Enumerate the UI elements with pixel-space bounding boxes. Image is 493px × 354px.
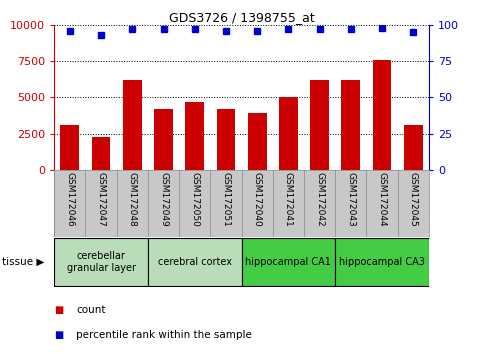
Bar [54, 238, 148, 286]
Bar [279, 97, 298, 170]
Bar [248, 113, 267, 170]
Bar [154, 109, 173, 170]
Text: cerebral cortex: cerebral cortex [158, 257, 232, 267]
Bar [373, 59, 391, 170]
Text: cerebellar
granular layer: cerebellar granular layer [67, 251, 136, 273]
Text: hippocampal CA3: hippocampal CA3 [339, 257, 425, 267]
Bar [185, 102, 204, 170]
Text: GSM172050: GSM172050 [190, 172, 199, 227]
Text: GSM172041: GSM172041 [284, 172, 293, 227]
Bar [61, 125, 79, 170]
Text: GSM172040: GSM172040 [253, 172, 262, 227]
Text: percentile rank within the sample: percentile rank within the sample [76, 330, 252, 339]
Text: GSM172043: GSM172043 [347, 172, 355, 227]
Text: GSM172042: GSM172042 [315, 172, 324, 227]
Bar [335, 238, 429, 286]
Text: tissue ▶: tissue ▶ [2, 257, 45, 267]
Title: GDS3726 / 1398755_at: GDS3726 / 1398755_at [169, 11, 315, 24]
Bar [148, 238, 242, 286]
Bar [242, 238, 335, 286]
Text: GSM172048: GSM172048 [128, 172, 137, 227]
Bar [404, 125, 423, 170]
Bar [123, 80, 141, 170]
Bar [216, 109, 235, 170]
Bar [342, 80, 360, 170]
Text: ■: ■ [54, 330, 64, 339]
Text: ■: ■ [54, 305, 64, 315]
Text: hippocampal CA1: hippocampal CA1 [246, 257, 331, 267]
Text: GSM172047: GSM172047 [97, 172, 106, 227]
Text: GSM172044: GSM172044 [378, 172, 387, 227]
Bar [92, 137, 110, 170]
Text: GSM172046: GSM172046 [66, 172, 74, 227]
Text: count: count [76, 305, 106, 315]
Text: GSM172049: GSM172049 [159, 172, 168, 227]
Text: GSM172045: GSM172045 [409, 172, 418, 227]
Bar [310, 80, 329, 170]
Text: GSM172051: GSM172051 [221, 172, 230, 227]
